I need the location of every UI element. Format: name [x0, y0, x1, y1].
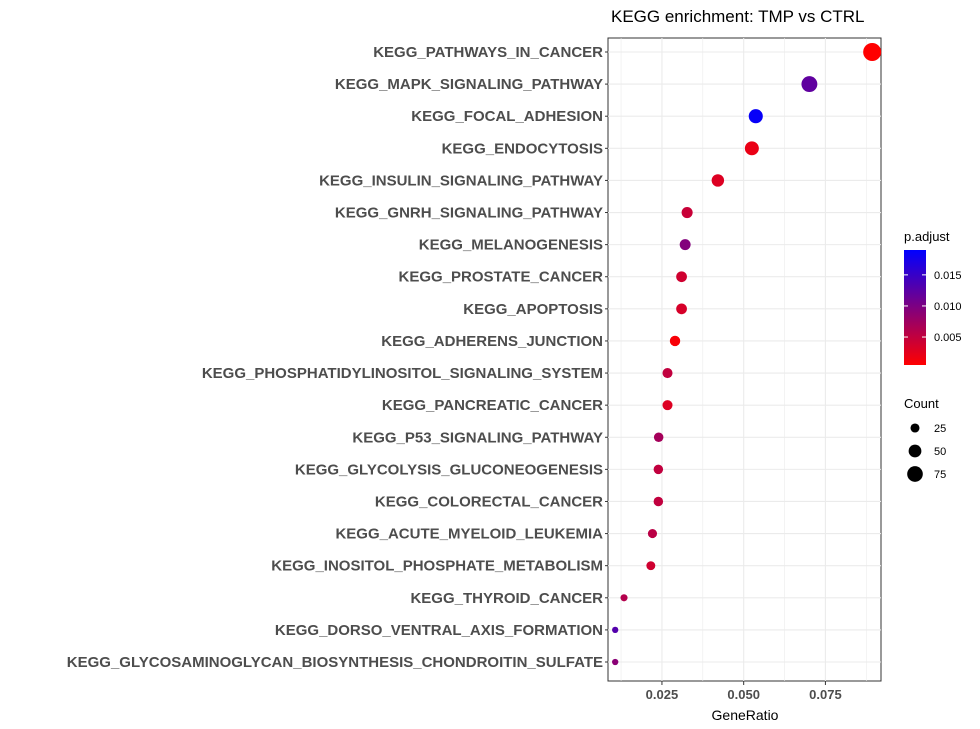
y-tick-label: KEGG_MAPK_SIGNALING_PATHWAY: [335, 76, 603, 93]
y-tick-label: KEGG_PROSTATE_CANCER: [399, 269, 604, 286]
data-point: [801, 76, 818, 93]
y-tick-label: KEGG_GNRH_SIGNALING_PATHWAY: [335, 205, 603, 222]
data-points: [612, 42, 882, 666]
data-point: [676, 271, 687, 283]
y-tick-label: KEGG_ENDOCYTOSIS: [442, 140, 603, 157]
y-tick-label: KEGG_ADHERENS_JUNCTION: [381, 333, 603, 350]
y-tick-label: KEGG_APOPTOSIS: [463, 301, 603, 318]
data-point: [748, 109, 763, 124]
count-legend-label: 75: [934, 469, 946, 481]
p-adjust-legend-title: p.adjust: [904, 229, 950, 244]
data-point: [711, 174, 725, 187]
count-legend-dot: [907, 466, 923, 482]
data-point: [653, 496, 664, 507]
y-tick-label: KEGG_P53_SIGNALING_PATHWAY: [352, 429, 603, 446]
y-tick-label: KEGG_THYROID_CANCER: [410, 590, 603, 607]
colorbar-tick-label: 0.010: [934, 301, 962, 313]
data-point: [662, 368, 673, 379]
y-tick-label: KEGG_INOSITOL_PHOSPHATE_METABOLISM: [271, 558, 603, 575]
y-tick-label: KEGG_PHOSPHATIDYLINOSITOL_SIGNALING_SYST…: [202, 365, 603, 382]
colorbar-tick-label: 0.005: [934, 332, 962, 344]
y-tick-label: KEGG_FOCAL_ADHESION: [411, 108, 603, 125]
data-point: [863, 42, 882, 62]
x-tick-label: 0.075: [809, 687, 842, 702]
y-tick-label: KEGG_DORSO_VENTRAL_AXIS_FORMATION: [275, 622, 603, 639]
data-point: [744, 141, 759, 156]
data-point: [676, 303, 687, 315]
data-point: [662, 400, 673, 411]
count-legend: Count 25 50 75: [904, 396, 946, 482]
y-tick-label: KEGG_COLORECTAL_CANCER: [375, 493, 603, 510]
x-axis-title: GeneRatio: [712, 707, 779, 723]
x-tick-label: 0.025: [646, 687, 679, 702]
count-legend-dot: [908, 444, 922, 458]
x-axis: 0.025 0.050 0.075: [646, 681, 842, 702]
y-tick-label: KEGG_PANCREATIC_CANCER: [382, 397, 603, 414]
y-tick-label: KEGG_INSULIN_SIGNALING_PATHWAY: [319, 172, 603, 189]
p-adjust-colorbar: [904, 250, 926, 365]
p-adjust-legend: p.adjust 0.005 0.010 0.015: [904, 229, 962, 365]
count-legend-title: Count: [904, 396, 939, 411]
data-point: [669, 335, 681, 347]
data-point: [620, 594, 628, 602]
y-tick-label: KEGG_MELANOGENESIS: [419, 237, 603, 254]
x-tick-label: 0.050: [727, 687, 760, 702]
count-legend-dot: [910, 423, 920, 433]
data-point: [646, 561, 656, 571]
chart-title: KEGG enrichment: TMP vs CTRL: [611, 7, 865, 26]
data-point: [647, 529, 658, 539]
y-tick-label: KEGG_GLYCOSAMINOGLYCAN_BIOSYNTHESIS_CHON…: [67, 654, 603, 671]
data-point: [612, 658, 619, 666]
data-point: [679, 239, 691, 251]
data-point: [681, 206, 693, 219]
count-legend-label: 50: [934, 446, 946, 458]
count-legend-keys: 25 50 75: [907, 423, 946, 482]
p-adjust-ticks: 0.005 0.010 0.015: [904, 270, 962, 344]
plot-panel: [607, 37, 882, 682]
y-tick-label: KEGG_GLYCOLYSIS_GLUCONEOGENESIS: [295, 461, 603, 478]
y-tick-label: KEGG_ACUTE_MYELOID_LEUKEMIA: [335, 526, 603, 543]
data-point: [653, 432, 664, 443]
y-axis-labels: KEGG_PATHWAYS_IN_CANCER KEGG_MAPK_SIGNALI…: [67, 44, 608, 671]
gridlines: [608, 38, 881, 681]
colorbar-tick-label: 0.015: [934, 270, 962, 282]
data-point: [612, 626, 619, 634]
y-tick-label: KEGG_PATHWAYS_IN_CANCER: [373, 44, 603, 61]
data-point: [653, 464, 664, 475]
count-legend-label: 25: [934, 423, 946, 435]
